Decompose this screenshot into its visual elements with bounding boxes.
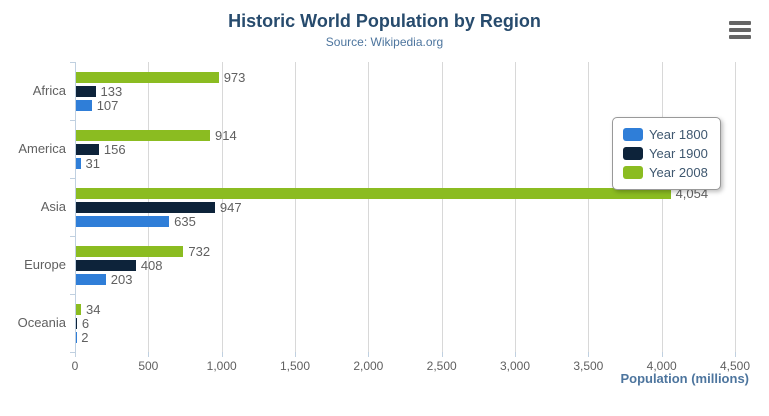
bar-value-label: 34 [85,301,101,317]
x-axis-tick [148,352,150,357]
bar-africa-year-1800[interactable] [76,99,92,111]
grid-line [735,62,736,352]
hamburger-icon [729,28,751,32]
grid-line [588,62,590,352]
x-axis-tick [588,352,590,357]
bar-value-label: 947 [219,199,242,215]
bar-asia-year-1800[interactable] [76,215,170,227]
x-tick-label: 1,500 [279,359,311,373]
x-tick-label: 2,000 [353,359,384,373]
bar-oceania-year-1900[interactable] [76,317,77,329]
legend-item-year-2008[interactable]: Year 2008 [623,163,708,182]
x-axis-tick [368,352,370,357]
bar-value-label: 732 [188,243,211,259]
y-axis-tick [70,236,75,237]
bar-america-year-2008[interactable] [76,129,211,141]
legend-label: Year 2008 [649,165,708,180]
x-tick-label: 500 [138,359,159,373]
x-tick-label: 3,000 [499,359,531,373]
bar-america-year-1800[interactable] [76,157,81,169]
bar-africa-year-1900[interactable] [76,85,96,97]
y-axis-tick [70,178,75,179]
x-tick-label: 1,000 [206,359,237,373]
hamburger-icon [729,35,751,39]
category-label: America [18,141,66,156]
bar-value-label: 6 [81,315,90,331]
bar-america-year-1900[interactable] [76,143,99,155]
grid-line [221,62,223,352]
x-axis-tick [295,352,296,357]
grid-line [441,62,443,352]
y-axis-tick [70,62,75,63]
chart-title: Historic World Population by Region [228,11,541,31]
legend-label: Year 1900 [649,146,708,161]
x-axis-tick [75,352,76,357]
legend-swatch-icon [623,128,643,141]
grid-line [368,62,370,352]
export-menu-button[interactable] [729,21,751,39]
x-tick-label: 0 [71,359,79,373]
legend-swatch-icon [623,166,643,179]
x-axis-tick [735,352,736,357]
x-tick-label: 2,500 [426,359,457,373]
grid-line [295,62,296,352]
category-label: Europe [24,257,66,272]
bar-value-label: 408 [140,257,163,273]
grid-line [515,62,516,352]
x-axis-tick [441,352,443,357]
bar-value-label: 635 [174,213,196,229]
category-label: Asia [40,199,66,214]
bar-africa-year-2008[interactable] [76,71,219,83]
bar-oceania-year-2008[interactable] [76,303,81,315]
x-tick-label: 4,500 [719,359,751,373]
bar-asia-year-1900[interactable] [76,201,215,213]
bar-europe-year-1900[interactable] [76,259,136,271]
bar-value-label: 156 [103,141,126,157]
legend: Year 1800 Year 1900 Year 2008 [612,117,721,190]
y-axis-line [75,62,76,352]
legend-swatch-icon [623,147,643,160]
hamburger-icon [729,21,751,25]
bar-europe-year-1800[interactable] [76,273,106,285]
bar-europe-year-2008[interactable] [76,245,184,257]
legend-label: Year 1800 [649,127,708,142]
bar-value-label: 133 [100,83,123,99]
bar-value-label: 914 [215,127,237,143]
x-axis-tick [515,352,516,357]
bar-value-label: 107 [96,97,119,113]
y-axis-tick [70,352,75,353]
bar-value-label: 973 [223,69,246,85]
x-tick-label: 3,500 [573,359,604,373]
category-label: Africa [32,83,66,98]
y-axis-tick [70,120,75,121]
legend-item-year-1800[interactable]: Year 1800 [623,125,708,144]
bar-value-label: 31 [85,155,100,171]
chart-subtitle: Source: Wikipedia.org [325,35,444,49]
category-label: Oceania [17,315,66,330]
x-axis-tick [661,352,663,357]
x-axis-tick [221,352,223,357]
bar-value-label: 203 [110,271,133,287]
x-axis-title: Population (millions) [620,371,749,386]
grid-line [661,62,663,352]
x-tick-label: 4,000 [646,359,677,373]
y-axis-tick [70,294,75,295]
bar-value-label: 2 [81,329,89,345]
legend-item-year-1900[interactable]: Year 1900 [623,144,708,163]
bar-asia-year-2008[interactable] [76,187,671,199]
